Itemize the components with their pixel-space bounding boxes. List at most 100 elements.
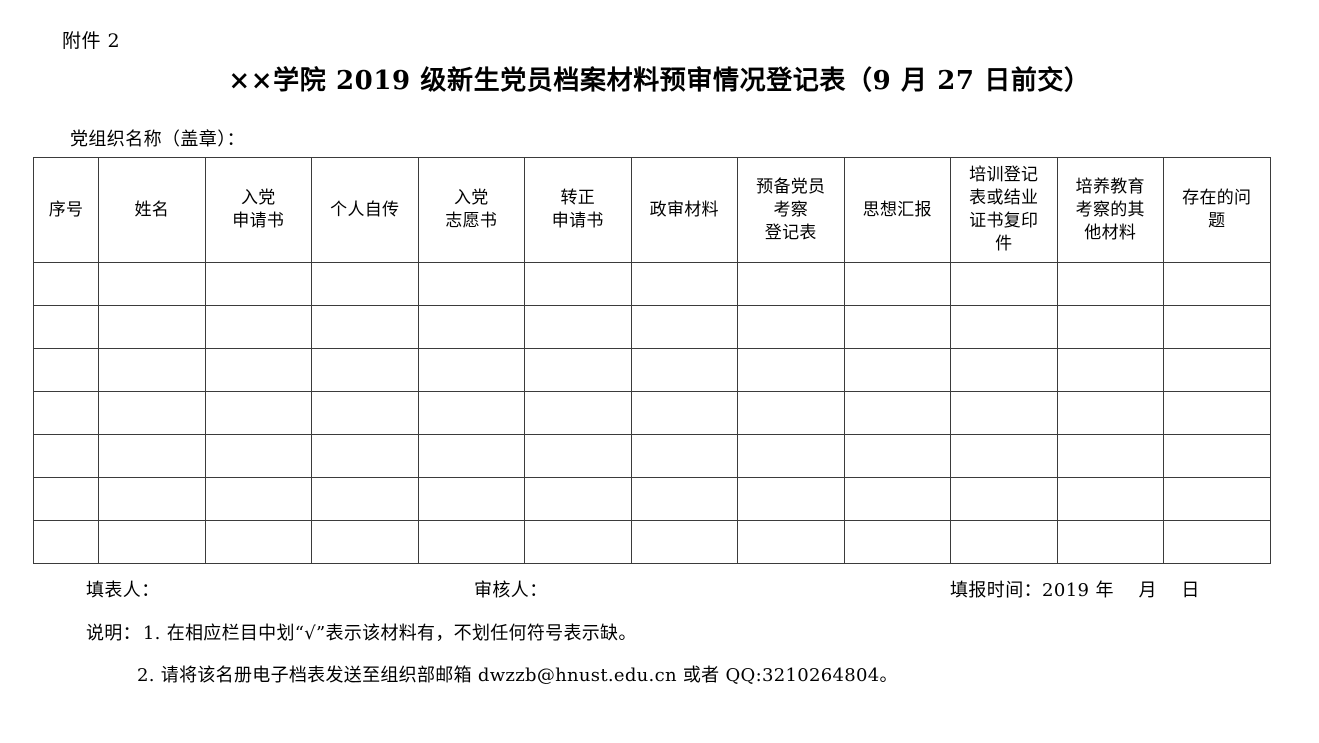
table-cell[interactable] — [630, 391, 738, 435]
table-cell[interactable] — [1163, 348, 1271, 392]
page-title: ××学院 2019 级新生党员档案材料预审情况登记表（9 月 27 日前交） — [228, 66, 1091, 96]
table-cell[interactable] — [630, 434, 738, 478]
table-cell[interactable] — [417, 262, 525, 306]
column-header-label: 姓名 — [134, 199, 170, 220]
table-cell[interactable] — [98, 391, 206, 435]
table-cell[interactable] — [311, 477, 419, 521]
table-cell[interactable] — [417, 434, 525, 478]
table-cell[interactable] — [524, 348, 632, 392]
table-row — [33, 434, 1271, 478]
table-cell[interactable] — [1056, 520, 1164, 564]
table-cell[interactable] — [204, 391, 312, 435]
table-cell[interactable] — [524, 305, 632, 349]
note-2-number: 2. — [137, 665, 155, 686]
table-cell[interactable] — [950, 305, 1058, 349]
table-cell[interactable] — [98, 305, 206, 349]
table-cell[interactable] — [98, 520, 206, 564]
table-cell[interactable] — [1163, 520, 1271, 564]
table-cell[interactable] — [950, 434, 1058, 478]
table-cell[interactable] — [204, 348, 312, 392]
table-cell[interactable] — [33, 477, 99, 521]
table-cell[interactable] — [737, 477, 845, 521]
table-cell[interactable] — [737, 348, 845, 392]
table-row — [33, 262, 1271, 306]
table-cell[interactable] — [524, 391, 632, 435]
table-cell[interactable] — [311, 434, 419, 478]
table-cell[interactable] — [950, 262, 1058, 306]
table-cell[interactable] — [204, 477, 312, 521]
table-cell[interactable] — [524, 520, 632, 564]
table-row — [33, 520, 1271, 564]
table-cell[interactable] — [737, 262, 845, 306]
table-cell[interactable] — [417, 391, 525, 435]
table-cell[interactable] — [204, 434, 312, 478]
table-cell[interactable] — [843, 477, 951, 521]
table-cell[interactable] — [950, 520, 1058, 564]
table-cell[interactable] — [630, 348, 738, 392]
table-cell[interactable] — [843, 348, 951, 392]
table-cell[interactable] — [950, 477, 1058, 521]
table-cell[interactable] — [311, 348, 419, 392]
table-cell[interactable] — [1056, 305, 1164, 349]
note-2-text: 请将该名册电子档表发送至组织部邮箱 dwzzb@hnust.edu.cn 或者 … — [160, 665, 898, 686]
table-cell[interactable] — [311, 391, 419, 435]
column-header-other-materials: 培养教育 考察的其 他材料 — [1056, 157, 1164, 263]
table-cell[interactable] — [843, 434, 951, 478]
table-cell[interactable] — [311, 262, 419, 306]
table-cell[interactable] — [33, 305, 99, 349]
table-cell[interactable] — [204, 520, 312, 564]
table-cell[interactable] — [1163, 262, 1271, 306]
table-cell[interactable] — [417, 305, 525, 349]
table-cell[interactable] — [98, 262, 206, 306]
table-cell[interactable] — [1163, 477, 1271, 521]
table-cell[interactable] — [1056, 434, 1164, 478]
table-cell[interactable] — [843, 391, 951, 435]
column-header-index: 序号 — [33, 157, 99, 263]
table-cell[interactable] — [98, 434, 206, 478]
table-cell[interactable] — [630, 477, 738, 521]
table-cell[interactable] — [204, 262, 312, 306]
table-cell[interactable] — [311, 305, 419, 349]
table-cell[interactable] — [33, 434, 99, 478]
table-cell[interactable] — [204, 305, 312, 349]
registration-table-wrapper: 序号 姓名 入党 申请书 个人自传 入党 志愿书 转正 申请书 政审材料 预备党… — [33, 157, 1271, 564]
table-cell[interactable] — [33, 391, 99, 435]
table-cell[interactable] — [737, 520, 845, 564]
table-cell[interactable] — [1056, 477, 1164, 521]
table-cell[interactable] — [524, 477, 632, 521]
table-cell[interactable] — [1163, 434, 1271, 478]
table-cell[interactable] — [1056, 262, 1164, 306]
table-cell[interactable] — [737, 391, 845, 435]
table-row — [33, 477, 1271, 521]
table-cell[interactable] — [737, 305, 845, 349]
table-cell[interactable] — [843, 305, 951, 349]
table-cell[interactable] — [417, 477, 525, 521]
column-header-volunteer-form: 入党 志愿书 — [417, 157, 525, 263]
table-cell[interactable] — [737, 434, 845, 478]
table-cell[interactable] — [33, 262, 99, 306]
table-cell[interactable] — [630, 262, 738, 306]
table-cell[interactable] — [950, 391, 1058, 435]
table-cell[interactable] — [417, 348, 525, 392]
form-filler-label: 填表人： — [86, 580, 160, 601]
notes-label: 说明： — [86, 623, 141, 644]
table-cell[interactable] — [630, 305, 738, 349]
table-cell[interactable] — [1056, 391, 1164, 435]
table-cell[interactable] — [98, 477, 206, 521]
table-cell[interactable] — [33, 348, 99, 392]
table-cell[interactable] — [1163, 305, 1271, 349]
table-cell[interactable] — [524, 434, 632, 478]
table-row — [33, 348, 1271, 392]
table-cell[interactable] — [843, 262, 951, 306]
column-header-political-review: 政审材料 — [630, 157, 738, 263]
table-cell[interactable] — [98, 348, 206, 392]
table-cell[interactable] — [1056, 348, 1164, 392]
table-cell[interactable] — [843, 520, 951, 564]
table-cell[interactable] — [33, 520, 99, 564]
table-cell[interactable] — [524, 262, 632, 306]
table-cell[interactable] — [1163, 391, 1271, 435]
table-cell[interactable] — [311, 520, 419, 564]
table-cell[interactable] — [630, 520, 738, 564]
table-cell[interactable] — [417, 520, 525, 564]
table-cell[interactable] — [950, 348, 1058, 392]
